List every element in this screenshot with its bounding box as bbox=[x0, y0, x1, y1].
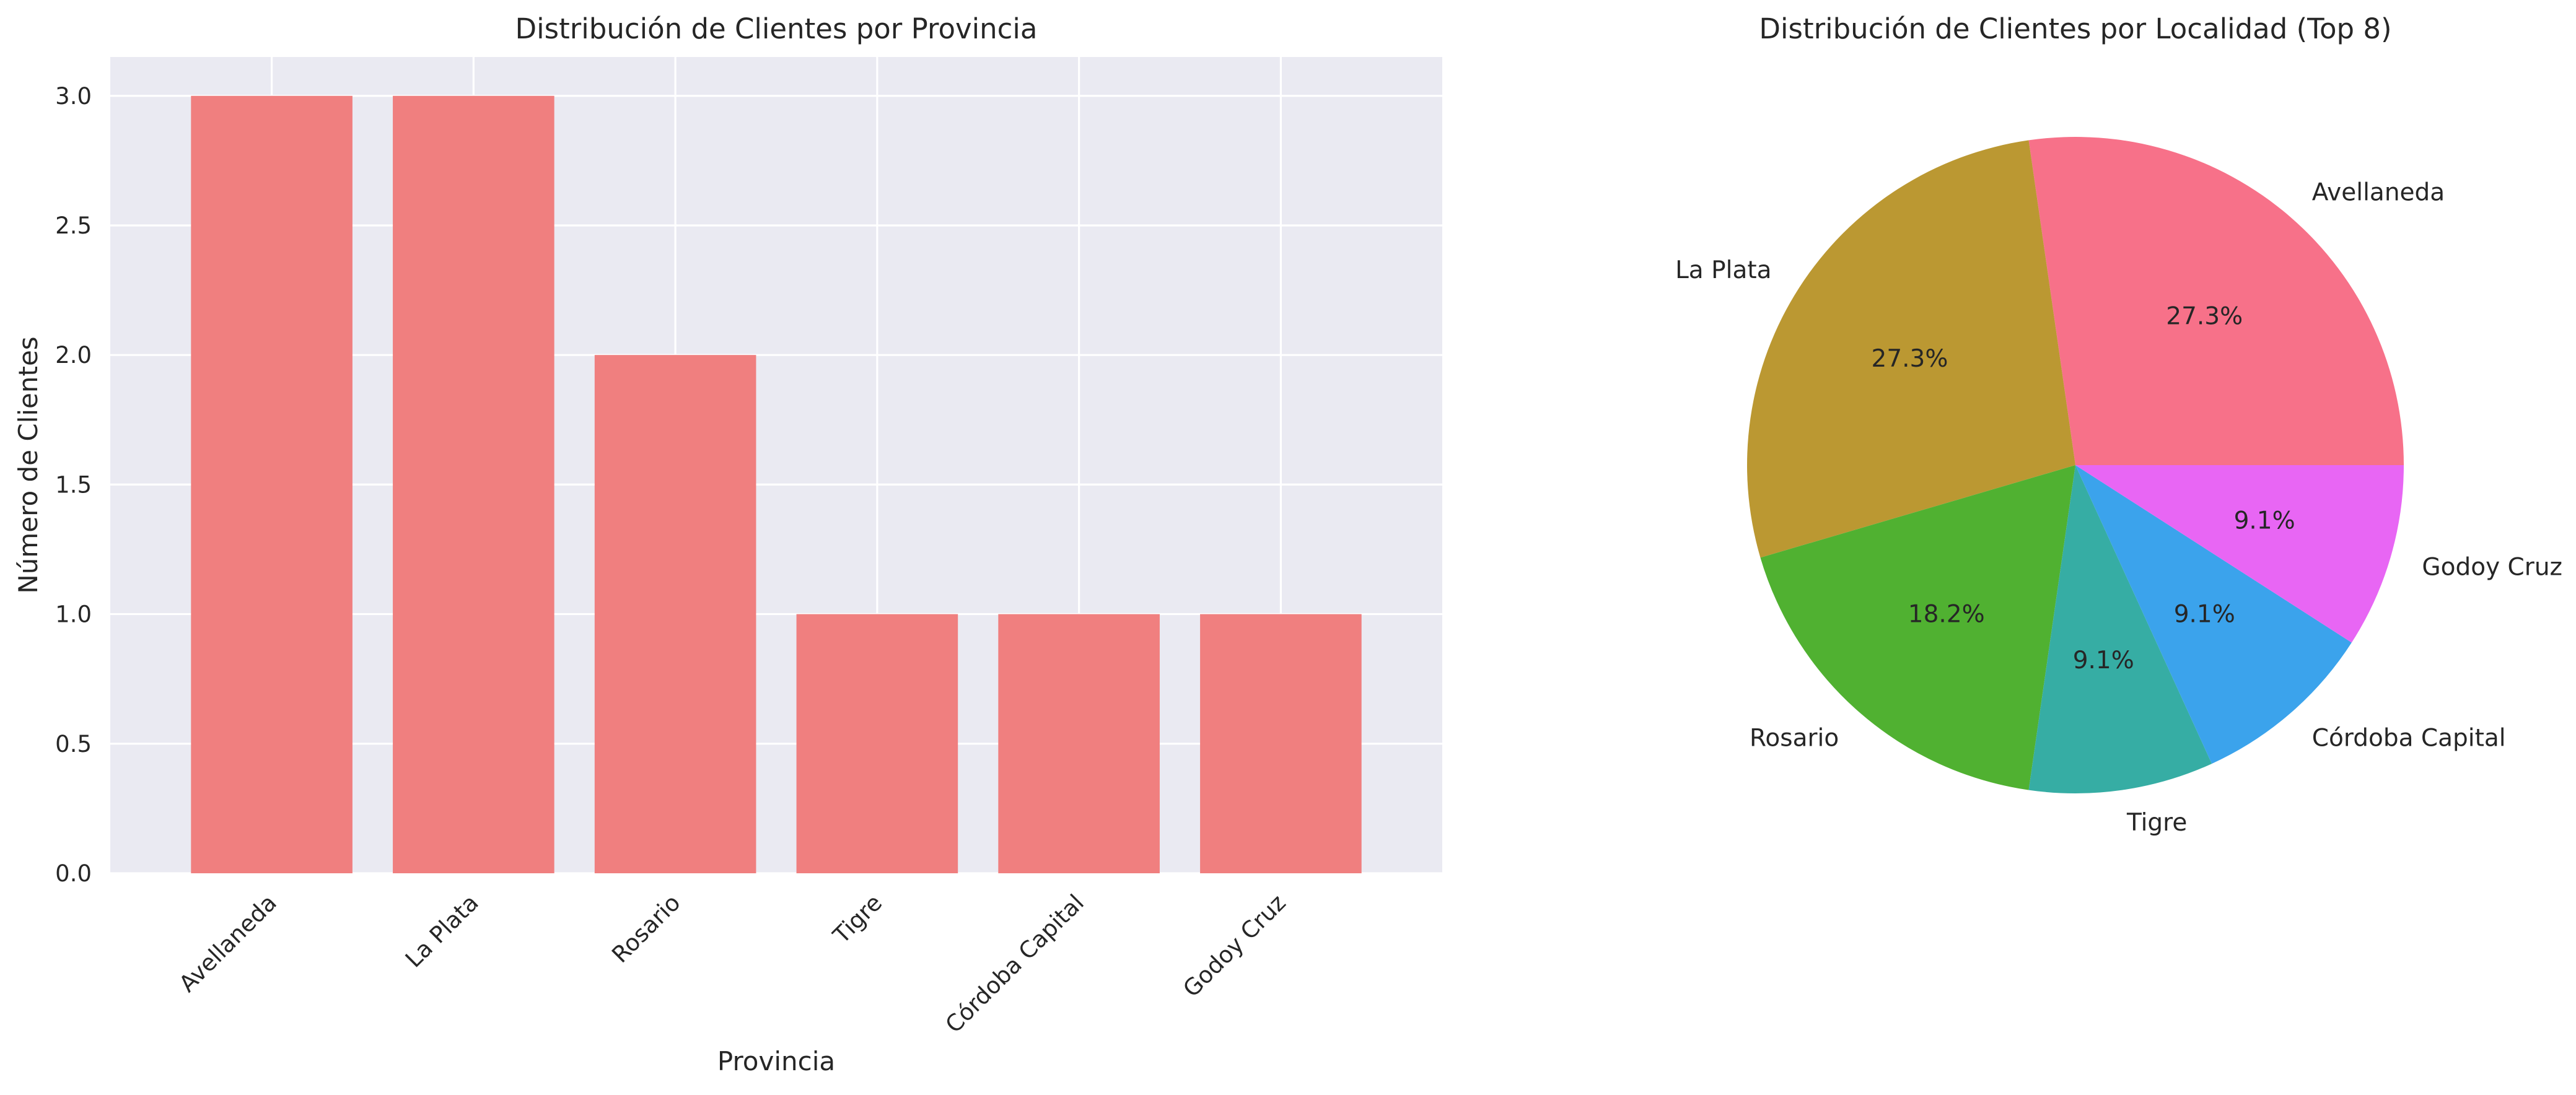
bar-x-tick-label: Tigre bbox=[828, 889, 887, 949]
bar-tigre bbox=[796, 614, 958, 873]
bar-x-tick-label: Rosario bbox=[607, 889, 685, 968]
bar-y-tick-labels: 0.0 0.5 1.0 1.5 2.0 2.5 3.0 bbox=[55, 83, 92, 887]
pie-label: La Plata bbox=[1675, 256, 1771, 284]
pie-slices bbox=[1747, 136, 2404, 793]
bar-y-tick-label: 2.5 bbox=[55, 212, 92, 239]
pie-slice-la-plata bbox=[1747, 140, 2075, 558]
bar-chart: 0.0 0.5 1.0 1.5 2.0 2.5 3.0 Avellaneda La Plata… bbox=[13, 12, 1442, 1076]
bar-cordoba-capital bbox=[998, 614, 1160, 873]
bar-x-tick-label: Córdoba Capital bbox=[940, 889, 1089, 1038]
bar-y-axis-label: Número de Clientes bbox=[13, 336, 43, 593]
pie-percent-label: 9.1% bbox=[2174, 600, 2235, 628]
pie-slice-cordoba-capital bbox=[2075, 465, 2352, 764]
bar-x-tick-labels: Avellaneda La Plata Rosario Tigre Córdoba Ca… bbox=[174, 889, 1291, 1038]
bar-marks bbox=[191, 95, 1362, 873]
pie-percent-label: 9.1% bbox=[2073, 647, 2134, 674]
bar-godoy-cruz bbox=[1200, 614, 1362, 873]
pie-label: Córdoba Capital bbox=[2312, 725, 2506, 753]
bar-y-tick-label: 1.0 bbox=[55, 601, 92, 628]
bar-avellaneda bbox=[191, 95, 353, 873]
pie-percent-label: 9.1% bbox=[2234, 507, 2295, 535]
bar-x-tick-label: La Plata bbox=[400, 889, 484, 973]
pie-label: Godoy Cruz bbox=[2422, 553, 2562, 581]
pie-percent-labels: 27.3% 27.3% 18.2% 9.1% 9.1% 9.1% bbox=[1872, 303, 2295, 674]
pie-slice-avellaneda bbox=[2028, 136, 2404, 465]
pie-chart-title: Distribución de Clientes por Localidad (… bbox=[1759, 12, 2391, 45]
pie-percent-label: 27.3% bbox=[1872, 345, 1948, 373]
pie-percent-label: 18.2% bbox=[1908, 600, 1985, 628]
bar-y-tick-label: 0.0 bbox=[55, 860, 92, 887]
pie-slice-tigre bbox=[2028, 465, 2212, 793]
pie-labels: Avellaneda La Plata Rosario Tigre Córdoba Ca… bbox=[1675, 178, 2562, 837]
bar-y-tick-label: 3.0 bbox=[55, 83, 92, 110]
bar-x-axis-label: Provincia bbox=[717, 1046, 835, 1076]
bar-x-tick-label: Godoy Cruz bbox=[1178, 889, 1290, 1002]
pie-chart: Distribución de Clientes por Localidad (… bbox=[1675, 12, 2562, 837]
bar-y-tick-label: 1.5 bbox=[55, 471, 92, 498]
pie-slice-rosario bbox=[1760, 465, 2075, 790]
pie-label: Avellaneda bbox=[2312, 178, 2445, 206]
pie-percent-label: 27.3% bbox=[2166, 303, 2243, 331]
bar-rosario bbox=[594, 355, 756, 873]
bar-la-plata bbox=[393, 95, 554, 873]
pie-label: Tigre bbox=[2126, 809, 2187, 837]
pie-label: Rosario bbox=[1750, 725, 1839, 753]
bar-y-tick-label: 0.5 bbox=[55, 731, 92, 757]
bar-chart-title: Distribución de Clientes por Provincia bbox=[515, 12, 1038, 45]
pie-slice-godoy-cruz bbox=[2075, 465, 2404, 643]
bar-x-tick-label: Avellaneda bbox=[174, 889, 282, 997]
bar-y-tick-label: 2.0 bbox=[55, 342, 92, 369]
